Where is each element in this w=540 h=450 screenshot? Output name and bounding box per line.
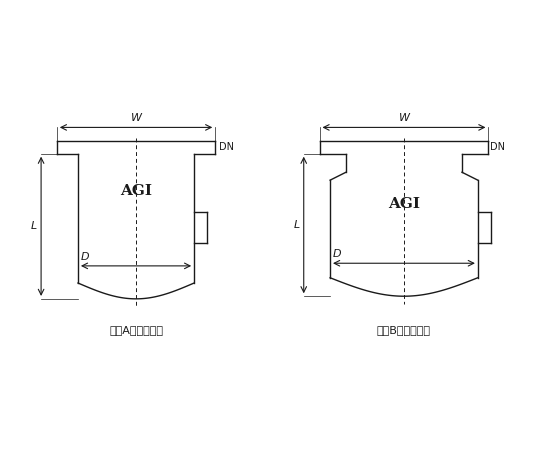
Text: D: D (80, 252, 89, 262)
Text: 《《Bタイプ》》: 《《Bタイプ》》 (377, 325, 431, 336)
Text: L: L (294, 220, 300, 230)
Text: W: W (131, 113, 141, 123)
Text: DN: DN (490, 142, 505, 152)
Text: W: W (399, 113, 409, 123)
Text: DN: DN (219, 142, 234, 152)
Text: D: D (333, 249, 341, 259)
Text: L: L (31, 221, 37, 231)
Text: AGI: AGI (388, 197, 420, 211)
Text: 《《Aタイプ》》: 《《Aタイプ》》 (109, 325, 163, 336)
Text: AGI: AGI (120, 184, 152, 198)
